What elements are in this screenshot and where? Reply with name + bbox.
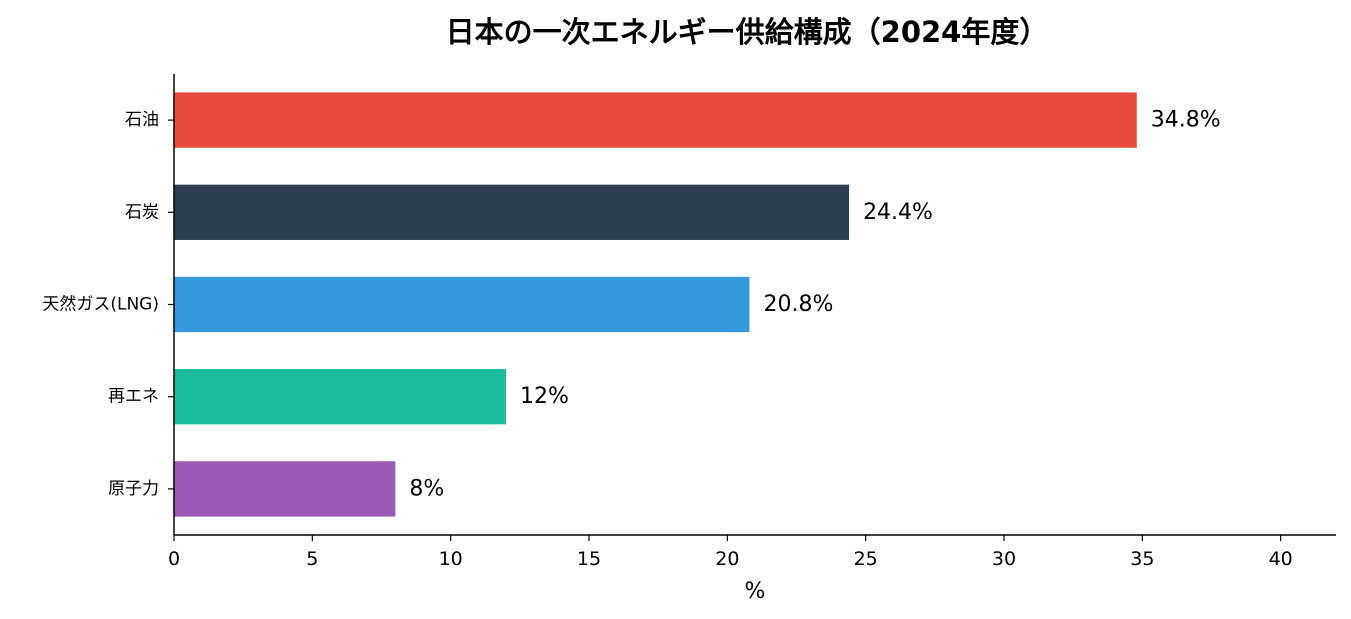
x-axis-ticks: 0 5 10 15 20 25 30 35 40 [168, 535, 1293, 570]
category-label: 原子力 [108, 479, 159, 499]
bars-group [174, 92, 1137, 517]
category-label: 再エネ [108, 387, 159, 407]
bar-value-label: 24.4% [863, 200, 933, 225]
x-tick-label: 0 [168, 548, 180, 570]
chart-title: 日本の一次エネルギー供給構成（2024年度） [446, 15, 1049, 49]
bar-value-label: 8% [409, 476, 444, 501]
bar-value-label: 34.8% [1151, 108, 1221, 133]
bar-value-label: 20.8% [763, 292, 833, 317]
bar [174, 92, 1137, 148]
x-tick-label: 15 [577, 548, 601, 570]
bar [174, 461, 396, 517]
bar [174, 184, 850, 240]
x-tick-label: 20 [715, 548, 739, 570]
bar [174, 369, 506, 425]
bar-value-label: 12% [520, 384, 569, 409]
x-tick-label: 25 [854, 548, 878, 570]
x-tick-label: 40 [1269, 548, 1293, 570]
x-axis-label: % [745, 579, 766, 604]
category-label: 石油 [125, 110, 159, 130]
bar [174, 276, 750, 333]
x-tick-label: 10 [439, 548, 463, 570]
x-tick-label: 5 [306, 548, 318, 570]
category-label: 天然ガス(LNG) [42, 295, 159, 315]
value-labels-group: 34.8% 24.4% 20.8% 12% 8% [409, 108, 1220, 502]
x-tick-label: 35 [1130, 548, 1154, 570]
x-tick-label: 30 [992, 548, 1016, 570]
category-label: 石炭 [125, 202, 159, 222]
